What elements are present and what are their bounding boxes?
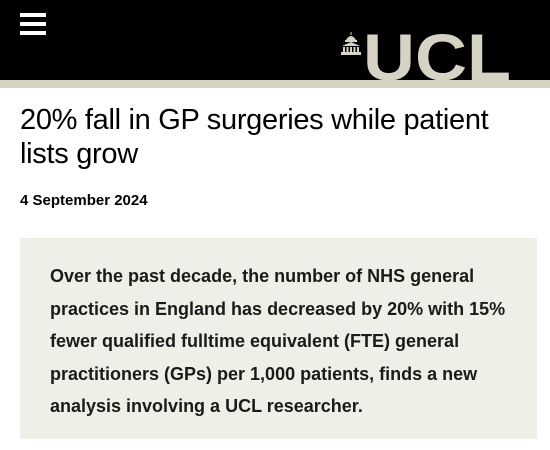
ucl-logo[interactable]: UCL (341, 30, 513, 80)
menu-bar-top (20, 13, 46, 17)
ucl-logo-text: UCL (363, 30, 511, 80)
menu-bar-middle (20, 22, 46, 26)
article-date: 4 September 2024 (20, 192, 148, 209)
article-summary: Over the past decade, the number of NHS … (50, 266, 506, 416)
header-stripe (0, 80, 550, 88)
hamburger-menu-icon[interactable] (20, 13, 46, 35)
menu-bar-bottom (20, 31, 46, 35)
article-title: 20% fall in GP surgeries while patient l… (20, 104, 489, 170)
site-header: UCL (0, 0, 550, 80)
ucl-portico-icon (341, 32, 361, 55)
article-summary-box: Over the past decade, the number of NHS … (20, 238, 537, 439)
